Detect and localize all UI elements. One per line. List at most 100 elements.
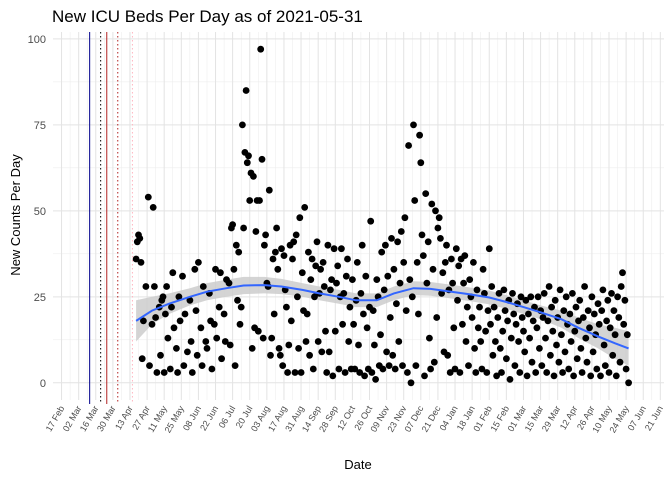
data-point xyxy=(262,231,269,239)
data-point xyxy=(551,296,559,304)
data-point xyxy=(203,345,211,352)
data-point xyxy=(593,365,601,373)
data-point xyxy=(456,369,464,376)
data-point xyxy=(393,300,400,308)
data-point xyxy=(510,310,518,318)
data-point xyxy=(466,276,474,283)
data-point xyxy=(341,369,349,376)
data-point xyxy=(433,314,441,321)
data-point xyxy=(269,255,277,263)
data-point xyxy=(312,262,320,270)
data-point xyxy=(367,217,375,225)
data-point xyxy=(379,365,387,373)
data-point xyxy=(137,259,145,266)
y-tick-label: 75 xyxy=(34,120,46,132)
data-point xyxy=(142,283,150,290)
data-point xyxy=(413,259,421,266)
data-point xyxy=(197,324,205,332)
data-point xyxy=(212,265,219,273)
data-point xyxy=(571,327,579,335)
data-point xyxy=(199,283,207,290)
data-point xyxy=(478,365,486,373)
data-point xyxy=(429,265,437,273)
data-point xyxy=(240,224,248,232)
data-point xyxy=(449,279,456,287)
data-point xyxy=(619,269,626,277)
data-point xyxy=(548,303,555,311)
data-point xyxy=(560,307,568,314)
data-point xyxy=(284,369,291,376)
data-point xyxy=(258,155,266,163)
data-point xyxy=(427,365,434,373)
data-point xyxy=(309,365,317,373)
data-point xyxy=(460,279,467,287)
data-point xyxy=(404,369,411,376)
data-point xyxy=(358,241,366,249)
y-tick-label: 25 xyxy=(34,292,46,304)
data-point xyxy=(157,351,164,359)
data-point xyxy=(577,345,585,352)
x-axis-title: Date xyxy=(344,457,371,472)
data-point xyxy=(193,351,201,359)
data-point xyxy=(531,303,538,311)
data-point xyxy=(279,362,287,369)
data-point xyxy=(159,293,167,301)
data-point xyxy=(569,290,576,297)
data-point xyxy=(539,314,547,321)
data-point xyxy=(369,307,377,314)
data-point xyxy=(430,358,438,366)
data-point xyxy=(424,238,432,246)
data-point xyxy=(166,365,174,373)
data-point xyxy=(361,372,368,380)
data-point xyxy=(484,307,492,314)
data-point xyxy=(553,341,560,349)
data-point xyxy=(616,358,624,366)
data-point xyxy=(406,276,414,283)
data-point xyxy=(578,369,586,376)
data-point xyxy=(176,317,184,325)
y-tick-label: 50 xyxy=(34,206,46,218)
data-point xyxy=(615,314,623,321)
data-point xyxy=(605,369,613,376)
data-point xyxy=(303,310,311,318)
data-point xyxy=(544,317,552,325)
data-point xyxy=(488,283,496,290)
data-point xyxy=(482,327,489,335)
data-point xyxy=(283,303,290,311)
data-point xyxy=(334,262,342,270)
data-point xyxy=(280,252,288,259)
data-point xyxy=(220,310,228,318)
data-point xyxy=(511,362,519,369)
data-point xyxy=(540,290,548,297)
data-point xyxy=(612,372,620,380)
data-point xyxy=(549,327,557,335)
data-point xyxy=(476,303,483,311)
data-point xyxy=(419,252,427,259)
data-point xyxy=(368,369,376,376)
data-point xyxy=(609,351,617,359)
data-point xyxy=(239,121,246,129)
data-point xyxy=(521,348,529,356)
data-point xyxy=(202,338,210,345)
data-point xyxy=(581,283,588,290)
data-point xyxy=(221,338,229,345)
data-point xyxy=(242,87,250,94)
data-point xyxy=(555,358,563,366)
data-point xyxy=(229,221,237,229)
data-point xyxy=(411,197,419,204)
data-point xyxy=(363,324,371,332)
data-point xyxy=(489,351,497,359)
data-point xyxy=(168,303,175,311)
data-point xyxy=(231,362,239,369)
data-point xyxy=(606,324,614,332)
data-point xyxy=(438,290,445,297)
data-point xyxy=(573,355,581,363)
data-point xyxy=(405,142,412,149)
data-point xyxy=(501,307,509,314)
data-point xyxy=(329,372,337,380)
data-point xyxy=(245,152,252,160)
data-point xyxy=(356,369,364,376)
data-point xyxy=(162,310,169,318)
data-point xyxy=(218,355,226,363)
data-point xyxy=(402,307,410,314)
